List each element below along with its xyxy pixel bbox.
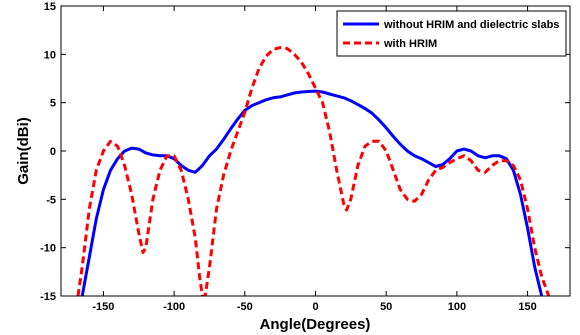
legend-box — [336, 10, 567, 57]
legend-label-1: with HRIM — [383, 38, 437, 50]
x-tick-label: 50 — [380, 301, 392, 313]
series-line-1 — [76, 46, 551, 296]
legend-label-0: without HRIM and dielectric slabs — [383, 19, 559, 31]
x-tick-label: 100 — [448, 301, 466, 313]
y-tick-label: -10 — [40, 243, 56, 255]
x-tick-label: 0 — [312, 301, 318, 313]
x-axis-title: Angle(Degrees) — [260, 316, 371, 333]
y-tick-label: 0 — [50, 146, 56, 158]
x-tick-label: -100 — [163, 301, 185, 313]
y-tick-label: -15 — [40, 291, 56, 303]
x-tick-label: -150 — [92, 301, 114, 313]
x-tick-label: -50 — [237, 301, 253, 313]
y-tick-label: -5 — [46, 194, 56, 206]
y-tick-label: 10 — [44, 49, 56, 61]
series-line-0 — [80, 89, 544, 296]
y-tick-label: 5 — [50, 98, 56, 110]
y-axis-title: Gain(dBi) — [15, 117, 32, 185]
legend: without HRIM and dielectric slabs with H… — [336, 10, 567, 57]
x-tick-label: 150 — [518, 301, 536, 313]
y-tick-label: 15 — [44, 1, 56, 13]
